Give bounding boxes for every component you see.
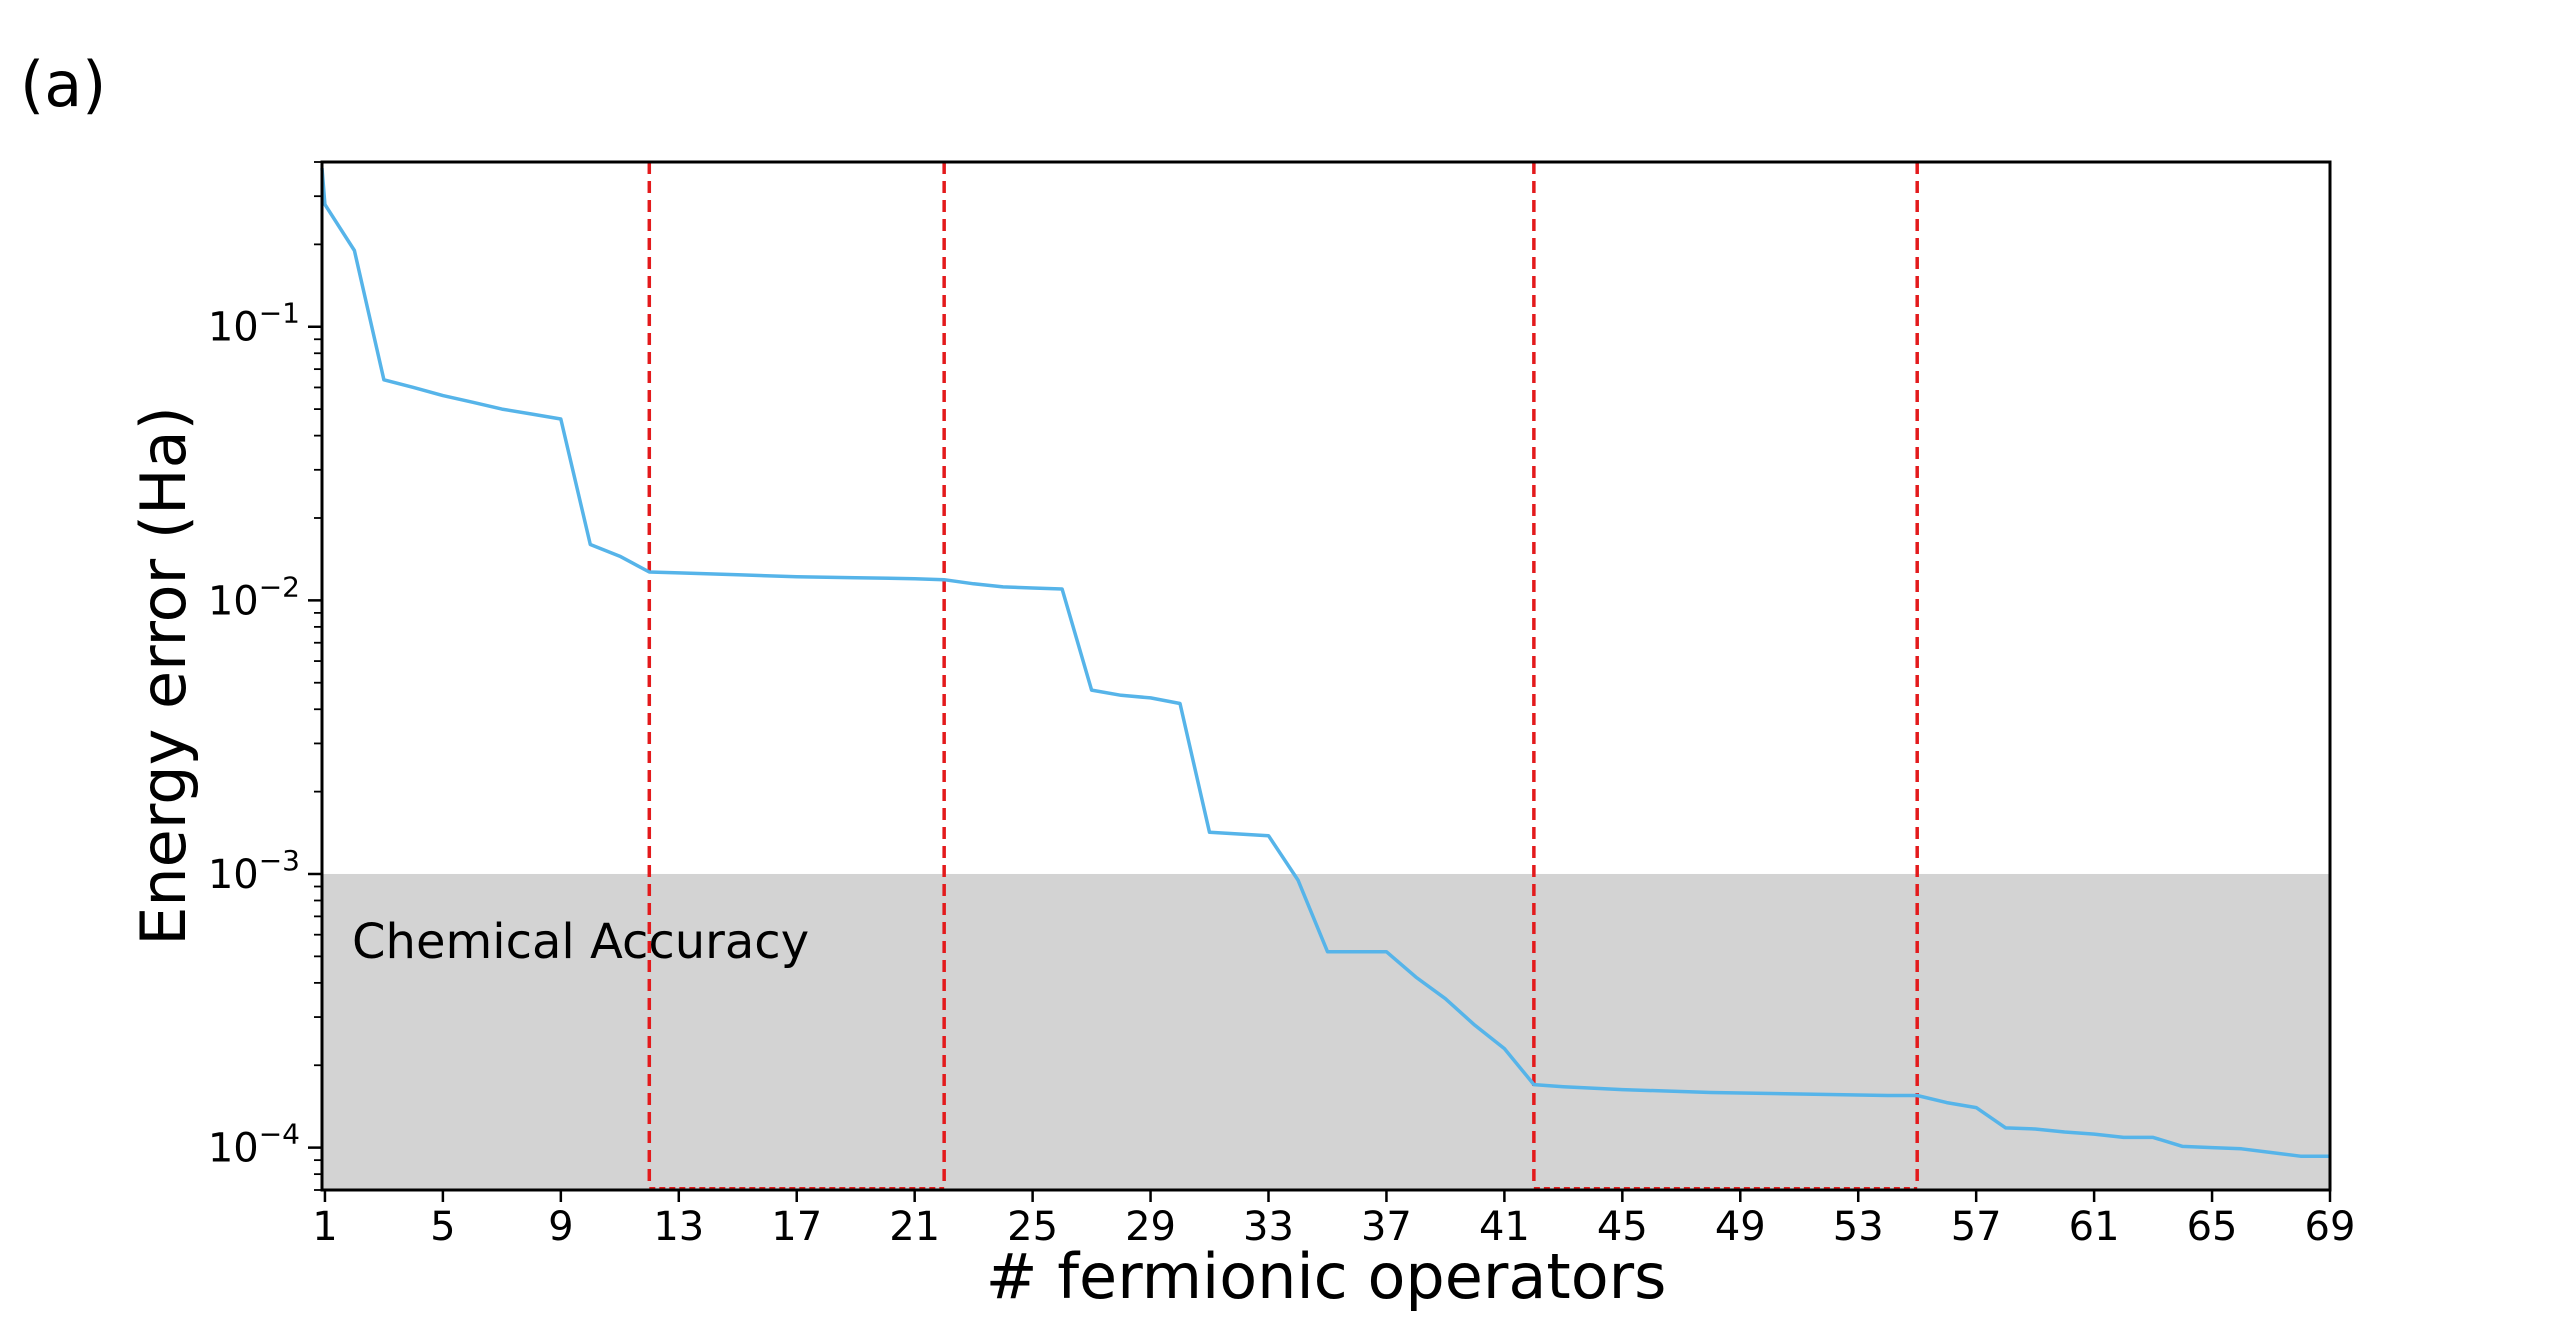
y-tick-label: 10−2 — [208, 570, 300, 624]
x-tick-label: 69 — [2305, 1204, 2356, 1250]
chemical-accuracy-region — [322, 873, 2330, 1190]
x-axis-label: # fermionic operators — [986, 1240, 1667, 1313]
x-tick-label: 33 — [1243, 1204, 1294, 1250]
x-tick-label: 21 — [889, 1204, 940, 1250]
x-tick-label: 9 — [548, 1204, 573, 1250]
x-tick-label: 29 — [1125, 1204, 1176, 1250]
chemical-accuracy-label: Chemical Accuracy — [352, 914, 809, 970]
x-tick-label: 13 — [653, 1204, 704, 1250]
x-tick-label: 49 — [1715, 1204, 1766, 1250]
panel-label: (a) — [20, 48, 107, 121]
x-tick-label: 65 — [2187, 1204, 2238, 1250]
y-axis-label: Energy error (Ha) — [127, 406, 200, 946]
series-line — [320, 167, 2330, 1158]
x-tick-label: 61 — [2069, 1204, 2120, 1250]
x-tick-label: 25 — [1007, 1204, 1058, 1250]
x-tick-label: 37 — [1361, 1204, 1412, 1250]
x-tick-label: 57 — [1951, 1204, 2002, 1250]
y-tick-label: 10−3 — [208, 844, 300, 898]
y-tick-label: 10−4 — [208, 1118, 300, 1172]
x-tick-label: 53 — [1833, 1204, 1884, 1250]
x-tick-label: 17 — [771, 1204, 822, 1250]
plot-frame — [320, 160, 2332, 1192]
x-tick-label: 5 — [430, 1204, 455, 1250]
x-tick-label: 41 — [1479, 1204, 1530, 1250]
x-tick-label: 1 — [312, 1204, 337, 1250]
y-tick-label: 10−1 — [208, 297, 300, 351]
x-tick-label: 45 — [1597, 1204, 1648, 1250]
